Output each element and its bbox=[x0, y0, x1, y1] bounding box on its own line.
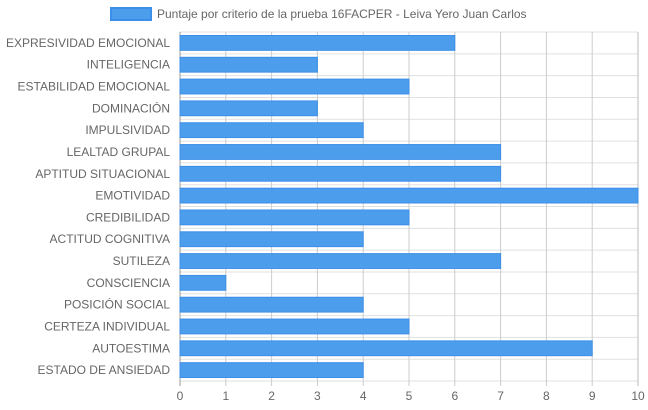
bar[interactable] bbox=[179, 100, 318, 117]
category-label: LEALTAD GRUPAL bbox=[67, 145, 171, 159]
category-labels: EXPRESIVIDAD EMOCIONAL INTELIGENCIA ESTABI… bbox=[6, 36, 170, 377]
category-label: CREDIBILIDAD bbox=[86, 210, 170, 224]
bar[interactable] bbox=[179, 296, 364, 313]
category-label: ESTADO DE ANSIEDAD bbox=[38, 363, 171, 377]
bar[interactable] bbox=[179, 122, 364, 139]
category-label: AUTOESTIMA bbox=[92, 341, 170, 355]
x-tick-label: 5 bbox=[406, 389, 413, 403]
category-label: ESTABILIDAD EMOCIONAL bbox=[18, 80, 171, 94]
bar[interactable] bbox=[179, 318, 410, 335]
bar[interactable] bbox=[179, 340, 593, 357]
category-label: INTELIGENCIA bbox=[87, 58, 170, 72]
category-label: SUTILEZA bbox=[113, 254, 170, 268]
x-tick-label: 6 bbox=[451, 389, 458, 403]
x-tick-label: 0 bbox=[177, 389, 184, 403]
x-tick-label: 9 bbox=[589, 389, 596, 403]
bar[interactable] bbox=[179, 274, 227, 291]
x-tick-label: 1 bbox=[222, 389, 229, 403]
x-tick-label: 4 bbox=[360, 389, 367, 403]
category-label: APTITUD SITUACIONAL bbox=[35, 167, 170, 181]
category-label: CERTEZA INDIVIDUAL bbox=[44, 319, 170, 333]
legend-swatch bbox=[110, 7, 152, 21]
bar[interactable] bbox=[179, 56, 318, 73]
bar[interactable] bbox=[179, 231, 364, 248]
bar[interactable] bbox=[179, 209, 410, 226]
x-tick-label: 10 bbox=[631, 389, 645, 403]
category-label: ACTITUD COGNITIVA bbox=[50, 232, 170, 246]
bar[interactable] bbox=[179, 187, 639, 204]
x-tick-label: 2 bbox=[268, 389, 275, 403]
x-tick-labels: 0 1 2 3 4 5 6 7 8 9 10 bbox=[177, 389, 645, 403]
bar[interactable] bbox=[179, 362, 364, 379]
category-label: DOMINACIÓN bbox=[92, 100, 170, 115]
category-label: CONSCIENCIA bbox=[87, 276, 170, 290]
category-label: POSICIÓN SOCIAL bbox=[64, 297, 170, 312]
legend[interactable]: Puntaje por criterio de la prueba 16FACP… bbox=[110, 7, 527, 21]
bar[interactable] bbox=[179, 78, 410, 95]
x-tick-label: 3 bbox=[314, 389, 321, 403]
category-label: IMPULSIVIDAD bbox=[85, 123, 170, 137]
bars bbox=[179, 34, 639, 379]
legend-label: Puntaje por criterio de la prueba 16FACP… bbox=[157, 7, 527, 21]
x-tick-label: 7 bbox=[497, 389, 504, 403]
category-label: EMOTIVIDAD bbox=[95, 189, 170, 203]
bar[interactable] bbox=[179, 34, 456, 51]
bar[interactable] bbox=[179, 144, 502, 160]
category-label: EXPRESIVIDAD EMOCIONAL bbox=[6, 36, 170, 50]
x-tick-label: 8 bbox=[543, 389, 550, 403]
bar[interactable] bbox=[179, 253, 502, 269]
bar[interactable] bbox=[179, 165, 502, 182]
